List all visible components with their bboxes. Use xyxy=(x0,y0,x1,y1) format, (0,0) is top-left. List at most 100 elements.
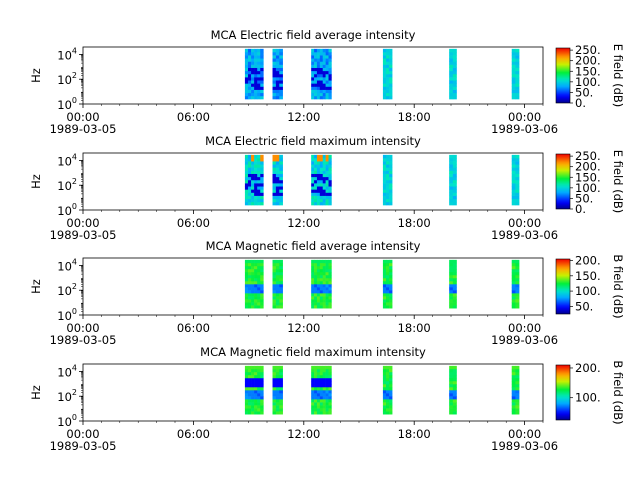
spectrogram-cell xyxy=(322,399,326,403)
spectrogram-cell xyxy=(319,176,324,181)
spectrogram-cell xyxy=(275,365,280,370)
spectrogram-cell xyxy=(247,281,252,285)
spectrogram-cell xyxy=(325,374,329,379)
spectrogram-cell xyxy=(511,284,516,288)
spectrogram-cell xyxy=(314,167,318,171)
spectrogram-cell xyxy=(251,179,255,184)
spectrogram-cell xyxy=(247,290,252,294)
spectrogram-cell xyxy=(272,396,277,400)
spectrogram-cell xyxy=(328,186,332,190)
spectrogram-cell xyxy=(247,305,252,309)
spectrogram-cell xyxy=(257,86,261,90)
spectrogram-cell xyxy=(515,405,520,409)
spectrogram-cell xyxy=(279,274,283,279)
spectrogram-cell xyxy=(382,158,387,162)
spectrogram-cell xyxy=(328,274,332,279)
spectrogram-cell xyxy=(272,67,277,72)
spectrogram-cell xyxy=(254,296,258,300)
spectrogram-cell xyxy=(389,195,393,200)
spectrogram-cell xyxy=(389,164,393,168)
spectrogram-cell xyxy=(314,274,318,279)
spectrogram-cell xyxy=(385,387,390,391)
spectrogram-cell xyxy=(275,52,280,56)
spectrogram-cell xyxy=(254,405,258,409)
spectrogram-cell xyxy=(314,390,318,394)
spectrogram-cell xyxy=(244,284,249,288)
spectrogram-cell xyxy=(257,393,261,397)
spectrogram-cell xyxy=(260,299,264,303)
spectrogram-cell xyxy=(385,67,390,72)
spectrogram-cell xyxy=(328,299,332,303)
spectrogram-cell xyxy=(260,83,264,87)
spectrogram-cell xyxy=(316,402,321,406)
spectrogram-cell xyxy=(449,55,454,59)
spectrogram-cell xyxy=(272,290,277,294)
spectrogram-cell xyxy=(244,287,249,291)
spectrogram-cell xyxy=(251,402,255,406)
spectrogram-cell xyxy=(389,305,393,309)
spectrogram-cell xyxy=(511,52,516,56)
spectrogram-cell xyxy=(319,77,324,81)
spectrogram-cell xyxy=(244,192,249,196)
spectrogram-cell xyxy=(511,296,516,300)
spectrogram-cell xyxy=(316,92,321,97)
spectrogram-cell xyxy=(382,64,387,68)
y-tick-label: 102 xyxy=(57,177,77,193)
spectrogram-cell xyxy=(272,80,277,84)
spectrogram-cell xyxy=(247,179,252,184)
spectrogram-cell xyxy=(275,293,280,297)
spectrogram-cell xyxy=(260,70,264,75)
spectrogram-cell xyxy=(325,399,329,403)
spectrogram-cell xyxy=(257,164,261,168)
spectrogram-cell xyxy=(511,80,516,84)
spectrogram-cell xyxy=(328,173,332,178)
spectrogram-cell xyxy=(319,259,324,264)
spectrogram-cell xyxy=(511,259,516,264)
spectrogram-cell xyxy=(251,64,255,68)
spectrogram-cell xyxy=(254,61,258,65)
spectrogram-cell xyxy=(279,299,283,303)
spectrogram-cell xyxy=(275,154,280,159)
spectrogram-cell xyxy=(452,92,457,97)
colorbar xyxy=(555,153,571,210)
spectrogram-cell xyxy=(325,77,329,81)
spectrogram-cell xyxy=(385,284,390,288)
spectrogram-cell xyxy=(325,393,329,397)
spectrogram-cell xyxy=(244,80,249,84)
spectrogram-cell xyxy=(311,287,315,291)
spectrogram-cell xyxy=(311,48,315,53)
spectrogram-cell xyxy=(511,281,516,285)
spectrogram-cell xyxy=(316,299,321,303)
spectrogram-cell xyxy=(272,176,277,181)
spectrogram-cell xyxy=(325,86,329,90)
spectrogram-cell xyxy=(382,274,387,279)
spectrogram-cell xyxy=(260,55,264,59)
spectrogram-cell xyxy=(244,77,249,81)
spectrogram-cell xyxy=(251,77,255,81)
spectrogram-cell xyxy=(328,296,332,300)
spectrogram-cell xyxy=(247,262,252,267)
spectrogram-cell xyxy=(254,92,258,97)
spectrogram-cell xyxy=(247,198,252,203)
spectrogram-cell xyxy=(311,67,315,72)
x-tick-time: 06:00 xyxy=(177,110,210,124)
spectrogram-cell xyxy=(260,371,264,376)
spectrogram-cell xyxy=(272,52,277,56)
spectrogram-cell xyxy=(452,274,457,279)
spectrogram-cell xyxy=(257,390,261,394)
spectrogram-cell xyxy=(385,189,390,193)
spectrogram-cell xyxy=(316,58,321,62)
spectrogram-cell xyxy=(257,198,261,203)
spectrogram-cell xyxy=(314,383,318,388)
spectrogram-cell xyxy=(449,170,454,174)
spectrogram-cell xyxy=(254,89,258,94)
spectrogram-cell xyxy=(260,161,264,165)
spectrogram-cell xyxy=(254,402,258,406)
x-tick-time: 00:00 xyxy=(66,216,99,230)
spectrogram-cell xyxy=(244,405,249,409)
spectrogram-cell xyxy=(385,368,390,373)
spectrogram-cell xyxy=(515,365,520,370)
spectrogram-cell xyxy=(314,198,318,203)
spectrogram-cell xyxy=(279,411,283,415)
spectrogram-cell xyxy=(279,271,283,276)
